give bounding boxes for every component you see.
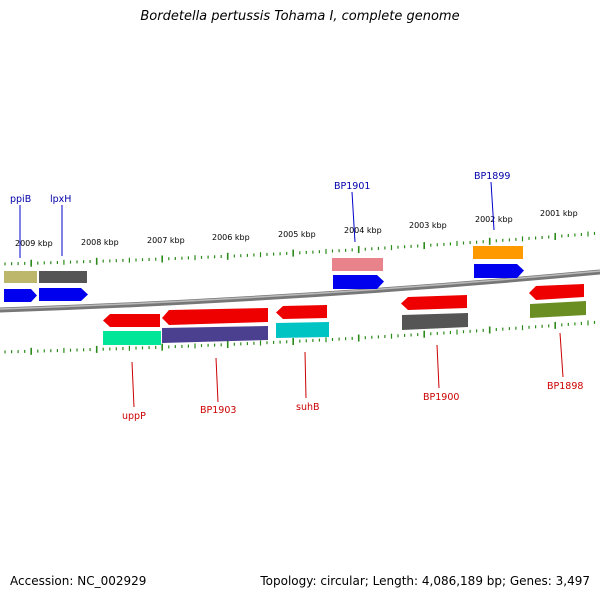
gene-arrow-ppiB[interactable] bbox=[4, 289, 37, 302]
cog-box-lpxH[interactable] bbox=[39, 271, 87, 283]
gene-arrow-lpxH[interactable] bbox=[39, 288, 88, 301]
cog-box-BP1903[interactable] bbox=[162, 326, 268, 343]
gene-label-suhB[interactable]: suhB bbox=[296, 402, 320, 413]
cog-box-ppiB[interactable] bbox=[4, 271, 37, 283]
gene-arrow-BP1898[interactable] bbox=[529, 284, 584, 300]
cog-box-BP1900[interactable] bbox=[402, 313, 468, 330]
cog-box-BP1898[interactable] bbox=[530, 301, 586, 318]
label-leaders bbox=[19, 181, 564, 408]
gene-arrow-suhB[interactable] bbox=[276, 305, 327, 319]
gene-arrow-BP1903[interactable] bbox=[162, 308, 268, 325]
kbp-label-2001: 2001 kbp bbox=[540, 209, 578, 218]
forward-features bbox=[4, 246, 524, 302]
kbp-label-2008: 2008 kbp bbox=[81, 238, 119, 247]
kbp-label-2003: 2003 kbp bbox=[409, 221, 447, 230]
kbp-label-2004: 2004 kbp bbox=[344, 226, 382, 235]
upper-tick-ruler bbox=[4, 231, 596, 267]
kbp-label-2006: 2006 kbp bbox=[212, 233, 250, 242]
map-title: Bordetella pertussis Tohama I, complete … bbox=[140, 9, 460, 24]
gene-label-BP1901[interactable]: BP1901 bbox=[334, 181, 370, 192]
kbp-label-2002: 2002 kbp bbox=[475, 215, 513, 224]
reverse-features bbox=[103, 284, 586, 345]
gene-label-BP1899[interactable]: BP1899 bbox=[474, 171, 510, 182]
gene-label-BP1903[interactable]: BP1903 bbox=[200, 405, 236, 416]
cog-box-uppP[interactable] bbox=[103, 331, 161, 345]
gene-label-lpxH[interactable]: lpxH bbox=[50, 194, 71, 205]
cog-box-BP1899[interactable] bbox=[473, 246, 523, 259]
cog-box-BP1901[interactable] bbox=[332, 258, 383, 271]
accession-label: Accession: NC_002929 bbox=[10, 574, 147, 588]
gene-label-BP1900[interactable]: BP1900 bbox=[423, 392, 459, 403]
gene-arrow-BP1899[interactable] bbox=[474, 264, 524, 278]
gene-label-ppiB[interactable]: ppiB bbox=[10, 194, 31, 205]
genome-summary: Topology: circular; Length: 4,086,189 bp… bbox=[260, 574, 590, 588]
gene-arrow-BP1901[interactable] bbox=[333, 275, 384, 289]
gene-label-BP1898[interactable]: BP1898 bbox=[547, 381, 583, 392]
gene-label-uppP[interactable]: uppP bbox=[122, 411, 146, 422]
cog-box-suhB[interactable] bbox=[276, 322, 329, 338]
gene-arrow-BP1900[interactable] bbox=[401, 295, 467, 310]
kbp-label-2007: 2007 kbp bbox=[147, 236, 185, 245]
lower-tick-ruler bbox=[4, 320, 596, 355]
kbp-label-2005: 2005 kbp bbox=[278, 230, 316, 239]
gene-arrow-uppP[interactable] bbox=[103, 314, 160, 327]
kbp-label-2009: 2009 kbp bbox=[15, 239, 53, 248]
genome-backbone bbox=[0, 269, 600, 313]
